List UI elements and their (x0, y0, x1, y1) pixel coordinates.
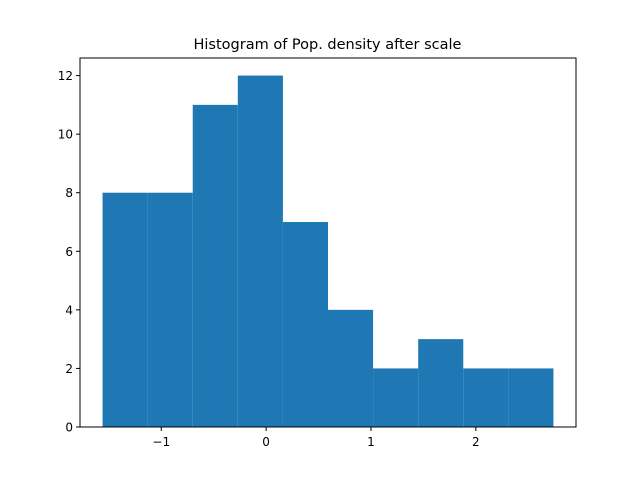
x-tick-label-3: 2 (472, 435, 480, 449)
x-tick-label-1: 0 (262, 435, 270, 449)
y-tick-label-0: 0 (65, 421, 73, 435)
histogram-bar-2 (192, 104, 238, 427)
histogram-bar-9 (508, 368, 554, 427)
y-tick-label-2: 4 (65, 303, 73, 317)
histogram-bar-3 (237, 75, 283, 428)
histogram-bar-7 (418, 339, 464, 427)
plot-frame (79, 57, 577, 428)
histogram-bar-0 (102, 192, 148, 427)
x-tick-label-2: 1 (367, 435, 375, 449)
histogram-bar-6 (373, 368, 419, 427)
y-tick-label-3: 6 (65, 245, 73, 259)
y-tick-label-5: 10 (58, 128, 73, 142)
x-tick-label-0: −1 (152, 435, 170, 449)
histogram-bar-8 (463, 368, 509, 427)
histogram-bar-4 (282, 222, 328, 427)
histogram-bar-1 (147, 192, 193, 427)
histogram-bars (102, 75, 554, 428)
histogram-bar-5 (328, 309, 374, 427)
chart-title: Histogram of Pop. density after scale (194, 37, 462, 53)
y-tick-label-1: 2 (65, 362, 73, 376)
y-tick-label-6: 12 (58, 69, 73, 83)
y-tick-label-4: 8 (65, 186, 73, 200)
